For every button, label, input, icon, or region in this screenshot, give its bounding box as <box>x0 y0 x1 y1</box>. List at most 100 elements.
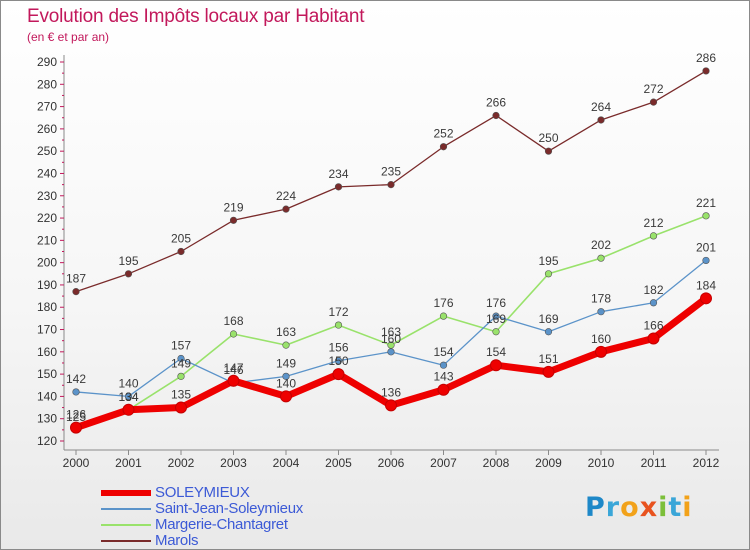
data-point <box>595 345 607 358</box>
data-point <box>72 288 80 296</box>
data-point <box>492 111 500 120</box>
data-point <box>387 181 395 189</box>
x-tick-label: 2011 <box>641 456 667 470</box>
data-label: 272 <box>643 82 663 96</box>
data-point <box>597 254 605 262</box>
data-label: 136 <box>381 385 401 399</box>
data-point <box>544 147 553 155</box>
data-point <box>700 292 712 305</box>
data-point <box>124 270 133 278</box>
data-label: 168 <box>223 314 243 328</box>
data-label: 234 <box>328 167 348 181</box>
y-tick-label: 140 <box>37 389 57 403</box>
data-point <box>177 247 185 256</box>
y-tick-label: 270 <box>37 100 57 114</box>
chart-legend: SOLEYMIEUX Saint-Jean-Soleymieux Margerie-… <box>101 484 361 549</box>
y-tick-label: 150 <box>37 367 57 381</box>
data-label: 169 <box>486 312 506 326</box>
y-tick-label: 210 <box>37 233 57 247</box>
logo-letter: o <box>620 492 640 523</box>
data-point <box>334 357 343 365</box>
data-point <box>649 299 658 307</box>
x-tick-label: 2010 <box>588 456 615 470</box>
data-point <box>702 67 710 75</box>
legend-item: Saint-Jean-Soleymieux <box>101 500 361 517</box>
data-point <box>70 421 82 434</box>
data-label: 202 <box>591 238 611 252</box>
data-label: 195 <box>118 254 138 268</box>
y-tick-label: 130 <box>37 412 57 426</box>
data-point <box>177 372 185 380</box>
x-tick-label: 2006 <box>378 456 405 470</box>
x-tick-label: 2009 <box>535 456 562 470</box>
data-label: 221 <box>696 196 716 210</box>
data-label: 224 <box>276 189 296 203</box>
data-label: 201 <box>696 240 716 254</box>
data-label: 142 <box>66 372 86 386</box>
data-label: 134 <box>118 390 138 404</box>
x-tick-label: 2012 <box>693 456 720 470</box>
data-point <box>334 321 343 329</box>
y-tick-label: 160 <box>37 345 57 359</box>
chart-subtitle: (en € et par an) <box>27 30 110 44</box>
data-label: 166 <box>643 318 663 332</box>
x-tick-label: 2002 <box>168 456 195 470</box>
legend-item: Margerie-Chantagret <box>101 516 361 533</box>
data-point <box>490 359 502 372</box>
chart-title: Evolution des Impôts locaux par Habitant <box>27 6 365 27</box>
data-label: 125 <box>66 410 86 424</box>
legend-swatch <box>101 524 151 526</box>
data-label: 163 <box>381 325 401 339</box>
data-label: 160 <box>591 332 611 346</box>
data-point <box>492 312 500 320</box>
data-point <box>332 368 345 381</box>
x-tick-label: 2000 <box>63 456 90 470</box>
data-point <box>649 232 658 240</box>
data-label: 266 <box>486 96 506 110</box>
data-point <box>122 403 135 416</box>
data-label: 154 <box>433 345 453 359</box>
data-point <box>229 216 238 224</box>
data-label: 143 <box>433 370 453 384</box>
data-label: 176 <box>433 296 453 310</box>
data-label: 149 <box>276 356 296 370</box>
data-point <box>175 401 187 414</box>
x-tick-label: 2003 <box>220 456 247 470</box>
data-label: 235 <box>381 165 401 179</box>
data-label: 134 <box>118 390 138 404</box>
logo-letter: r <box>605 492 621 523</box>
x-tick-label: 2005 <box>325 456 352 470</box>
data-point <box>334 183 343 191</box>
data-point <box>282 341 290 349</box>
y-tick-label: 260 <box>37 122 57 136</box>
legend-item: Marols <box>101 532 361 549</box>
data-point <box>439 361 448 369</box>
data-label: 264 <box>591 100 611 114</box>
data-point <box>702 256 710 265</box>
y-tick-label: 250 <box>37 144 57 158</box>
logo-letter: P <box>585 492 606 523</box>
data-label: 150 <box>328 354 348 368</box>
data-point <box>229 330 238 338</box>
data-label: 160 <box>381 332 401 346</box>
legend-label: Margerie-Chantagret <box>155 516 288 533</box>
data-label: 163 <box>276 325 296 339</box>
data-label: 286 <box>696 51 716 65</box>
logo-letter: i <box>682 492 693 523</box>
data-point <box>177 354 185 363</box>
data-label: 157 <box>171 339 191 353</box>
data-point <box>647 332 660 345</box>
data-label: 156 <box>328 341 348 355</box>
data-label: 149 <box>171 356 191 370</box>
data-label: 126 <box>66 408 86 422</box>
data-label: 187 <box>66 272 86 286</box>
y-tick-label: 200 <box>37 256 57 270</box>
data-label: 184 <box>696 278 716 292</box>
x-tick-label: 2007 <box>430 456 457 470</box>
data-point <box>597 308 605 316</box>
x-tick-label: 2008 <box>483 456 510 470</box>
data-point <box>544 270 553 278</box>
data-label: 252 <box>433 127 453 141</box>
